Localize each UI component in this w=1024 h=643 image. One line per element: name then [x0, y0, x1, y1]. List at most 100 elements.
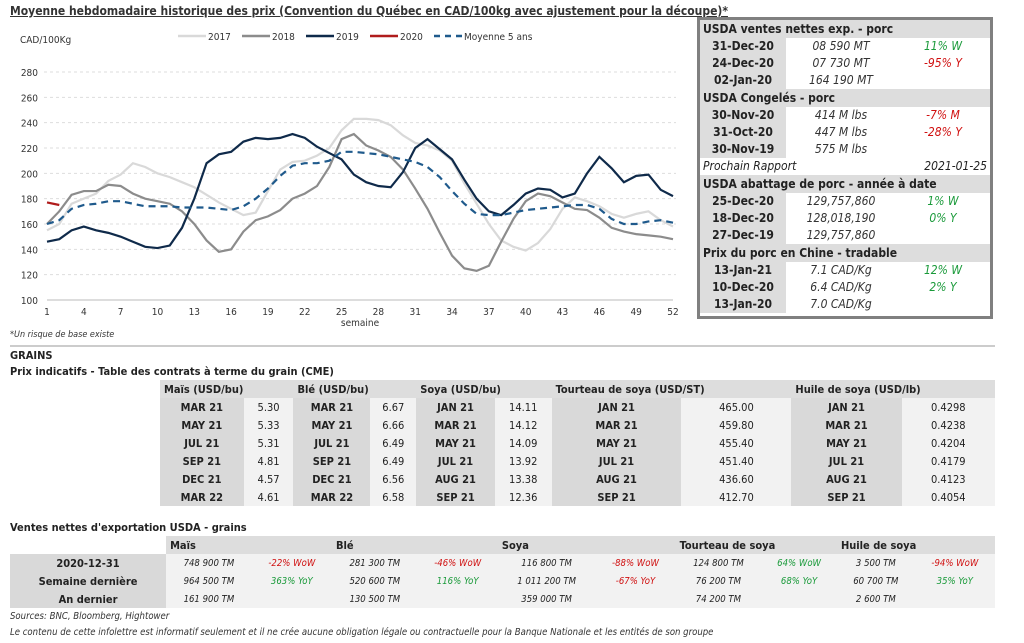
- contract-month: MAY 21: [551, 434, 682, 452]
- price: 451.40: [681, 452, 792, 470]
- stat-row: 30-Nov-20 414 M lbs -7% M: [700, 107, 990, 124]
- change: [417, 590, 498, 608]
- column-header: Tourteau de soya: [675, 536, 837, 554]
- change: 363% YoY: [251, 572, 332, 590]
- volume: 281 300 TM: [331, 554, 418, 572]
- x-tick-label: 16: [225, 307, 237, 318]
- date: 18-Dec-20: [700, 210, 786, 227]
- price: 5.30: [243, 398, 294, 416]
- change: [896, 227, 990, 244]
- change: -88% WoW: [595, 554, 676, 572]
- price: 14.12: [494, 416, 552, 434]
- stat-row: 13-Jan-21 7.1 CAD/Kg 12% W: [700, 262, 990, 279]
- y-tick-label: 160: [21, 220, 38, 231]
- y-tick-label: 280: [21, 68, 38, 79]
- value: 7.0 CAD/Kg: [810, 297, 872, 311]
- change: [896, 141, 990, 158]
- volume: 748 900 TM: [166, 554, 252, 572]
- y-axis-label: CAD/100Kg: [20, 35, 71, 46]
- price: 13.92: [494, 452, 552, 470]
- y-tick-label: 180: [21, 195, 38, 206]
- volume: 124 800 TM: [675, 554, 762, 572]
- volume: 359 000 TM: [497, 590, 596, 608]
- y-tick-label: 220: [21, 144, 38, 155]
- change: 64% WoW: [761, 554, 837, 572]
- series-line-2020: [46, 201, 60, 207]
- table-row: An dernier 161 900 TM 130 500 TM 359 000 TM…: [10, 590, 995, 608]
- divider: [10, 345, 995, 347]
- volume: 76 200 TM: [675, 572, 762, 590]
- price: 6.49: [370, 452, 417, 470]
- date: 02-Jan-20: [700, 72, 786, 89]
- table-row: MAR 21 5.30 MAR 21 6.67 JAN 21 14.11 JAN 21 465…: [160, 398, 995, 416]
- price: 14.09: [494, 434, 552, 452]
- date: 30-Nov-19: [700, 141, 786, 158]
- change: 11% W: [923, 39, 963, 53]
- volume: 161 900 TM: [166, 590, 252, 608]
- price: 4.57: [243, 470, 294, 488]
- x-axis-label: semaine: [341, 318, 380, 329]
- volume: 116 800 TM: [497, 554, 596, 572]
- change: [761, 590, 837, 608]
- contract-month: AUG 21: [551, 470, 682, 488]
- x-tick-label: 1: [44, 307, 50, 318]
- x-tick-label: 25: [336, 307, 347, 318]
- footnote: *Un risque de base existe: [10, 330, 115, 340]
- value: 129,757,860: [806, 228, 876, 242]
- column-header: Blé: [331, 536, 498, 554]
- x-tick-label: 22: [299, 307, 310, 318]
- stat-row: 10-Dec-20 6.4 CAD/Kg 2% Y: [700, 279, 990, 296]
- pork-stats-panel: USDA ventes nettes exp. - porc 31-Dec-20 0…: [697, 17, 993, 319]
- x-tick-label: 10: [152, 307, 164, 318]
- series-line-moyenne-5-ans: [46, 150, 674, 226]
- section-header: USDA abattage de porc - année à date: [700, 175, 990, 193]
- price: 12.36: [494, 488, 552, 506]
- contract-month: SEP 21: [293, 452, 371, 470]
- price: 6.56: [370, 470, 417, 488]
- price: 4.61: [243, 488, 294, 506]
- change: [595, 590, 676, 608]
- change: 1% W: [927, 194, 959, 208]
- blank-cell: [10, 536, 167, 554]
- change: 116% YoY: [417, 572, 498, 590]
- legend-label: 2019: [336, 32, 359, 43]
- volume: 3 500 TM: [836, 554, 915, 572]
- stat-row: 18-Dec-20 128,018,190 0% Y: [700, 210, 990, 227]
- row-label: 2020-12-31: [10, 554, 167, 572]
- date: 10-Dec-20: [700, 279, 786, 296]
- contract-month: JUL 21: [293, 434, 371, 452]
- date: 13-Jan-21: [700, 262, 786, 279]
- x-tick-label: 13: [189, 307, 200, 318]
- column-header: Blé (USD/bu): [293, 380, 417, 398]
- x-tick-label: 4: [81, 307, 87, 318]
- row-label: An dernier: [10, 590, 167, 608]
- volume: 60 700 TM: [836, 572, 915, 590]
- contract-month: MAY 21: [160, 416, 244, 434]
- series-line-2018: [46, 132, 674, 273]
- column-header: Soya: [497, 536, 676, 554]
- value: 575 M lbs: [814, 142, 868, 156]
- next-report-label: Prochain Rapport: [703, 159, 797, 173]
- stat-row: 31-Oct-20 447 M lbs -28% Y: [700, 124, 990, 141]
- table-row: MAY 21 5.33 MAY 21 6.66 MAR 21 14.12 MAR 21 459…: [160, 416, 995, 434]
- x-tick-label: 7: [118, 307, 124, 318]
- y-tick-label: 140: [21, 245, 38, 256]
- contract-month: JUL 21: [160, 434, 244, 452]
- contract-month: SEP 21: [551, 488, 682, 506]
- x-tick-label: 43: [557, 307, 568, 318]
- contract-month: JAN 21: [416, 398, 495, 416]
- price: 412.70: [681, 488, 792, 506]
- price: 0.4238: [901, 416, 995, 434]
- value: 447 M lbs: [814, 125, 868, 139]
- change: -7% M: [926, 108, 960, 122]
- change: 68% YoY: [761, 572, 837, 590]
- price: 5.31: [243, 434, 294, 452]
- date: 31-Oct-20: [700, 124, 786, 141]
- x-tick-label: 19: [262, 307, 274, 318]
- futures-table: Maïs (USD/bu) Blé (USD/bu) Soya (USD/bu) To…: [160, 380, 995, 506]
- date: 24-Dec-20: [700, 55, 786, 72]
- contract-month: SEP 21: [791, 488, 902, 506]
- volume: 2 600 TM: [836, 590, 915, 608]
- change: 12% W: [923, 263, 963, 277]
- volume: 520 600 TM: [331, 572, 418, 590]
